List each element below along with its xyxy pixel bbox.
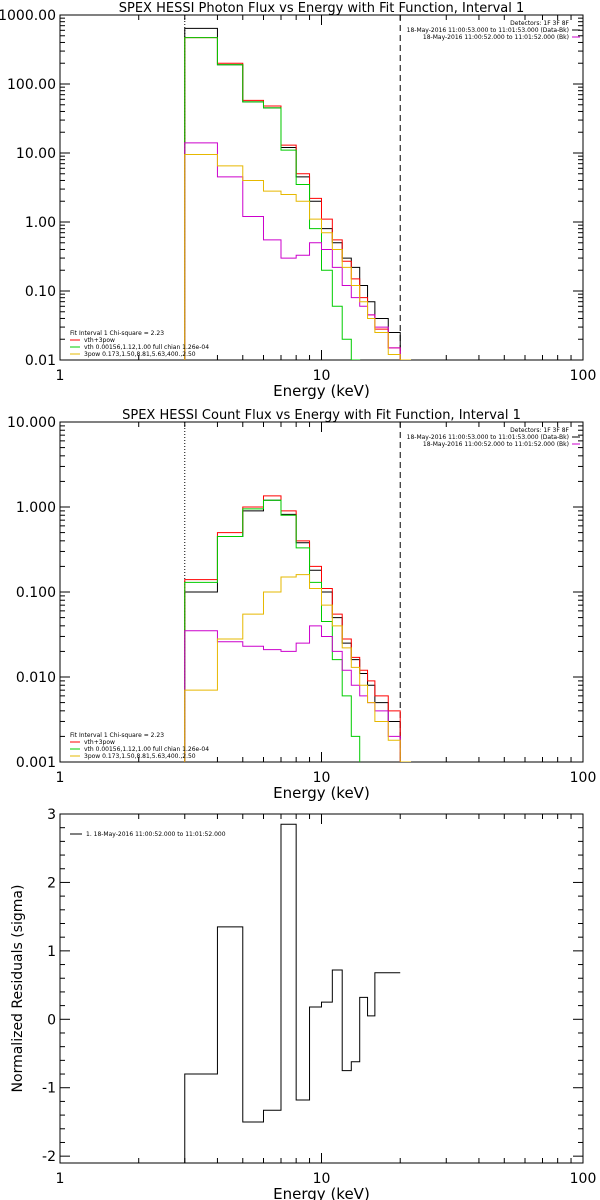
x-tick-label: 100 — [570, 368, 597, 384]
plot-frame — [59, 14, 584, 361]
count-flux-panel: SPEX HESSI Count Flux vs Energy with Fit… — [7, 408, 596, 802]
legend-top-right-text: 18-May-2016 11:00:52.000 to 11:01:52.000… — [423, 441, 569, 448]
photon-flux-panel: SPEX HESSI Photon Flux vs Energy with Fi… — [0, 1, 596, 400]
y-tick-label: 0.100 — [16, 585, 56, 601]
y-tick-label: 1000.00 — [0, 8, 56, 24]
x-tick-label: 100 — [570, 1171, 597, 1187]
x-tick-label: 100 — [570, 770, 597, 786]
y-tick-label: 3 — [47, 807, 56, 823]
x-tick-label: 1 — [56, 368, 65, 384]
y-tick-label: 1 — [47, 944, 56, 960]
y-tick-label: 0.10 — [25, 284, 56, 300]
series-group — [184, 495, 412, 762]
legend-bottom-left-text: vth 0.00156,1.12,1.00 full chian 1.26e-0… — [84, 344, 209, 351]
y-axis-label: Normalized Residuals (sigma) — [10, 885, 26, 1093]
x-tick-label: 1 — [56, 770, 65, 786]
chart-title: SPEX HESSI Photon Flux vs Energy with Fi… — [119, 1, 525, 16]
x-axis-label: Energy (keV) — [273, 1185, 370, 1200]
series-line-4 — [184, 154, 412, 360]
y-tick-label: 10.00 — [16, 146, 56, 162]
legend-top-right-text: 18-May-2016 11:00:53.000 to 11:01:53.000… — [407, 434, 569, 441]
legend-top-right-text: Detectors: 1F 3F 8F — [510, 427, 569, 434]
chart-title: SPEX HESSI Count Flux vs Energy with Fit… — [122, 408, 521, 423]
y-tick-label: -2 — [42, 1149, 56, 1165]
x-tick-label: 10 — [313, 1171, 331, 1187]
y-tick-label: 1.00 — [25, 215, 56, 231]
plot-frame — [59, 813, 584, 1164]
y-tick-label: 100.00 — [7, 77, 56, 93]
y-tick-label: 10.000 — [7, 415, 56, 431]
series-line-2 — [184, 37, 361, 360]
y-tick-label: 0.001 — [16, 755, 56, 771]
residuals-panel: 1 10 100 -2 -1 0 1 2 3 Energy (keV) Normalized Res… — [10, 807, 596, 1200]
x-axis-label: Energy (keV) — [273, 382, 370, 400]
legend-bottom-left-text: Fit Interval 1 Chi-square = 2.23 — [70, 732, 164, 739]
y-tick-label: 0.01 — [25, 353, 56, 369]
legend-top-right-text: Detectors: 1F 3F 8F — [510, 20, 569, 27]
legend-top-right-text: 18-May-2016 11:00:52.000 to 11:01:52.000… — [423, 34, 569, 41]
legend-top-left-text: 1. 18-May-2016 11:00:52.000 to 11:01:52.… — [86, 831, 226, 838]
legend-bottom-left-text: vth 0.00156,1.12,1.00 full chian 1.26e-0… — [84, 746, 209, 753]
legend-bottom-left-text: Fit Interval 1 Chi-square = 2.23 — [70, 330, 164, 337]
x-tick-label: 10 — [313, 770, 331, 786]
legend-bottom-left-text: vth+3pow — [84, 739, 115, 746]
series-line-1 — [184, 495, 401, 762]
legend-top-right-text: 18-May-2016 11:00:53.000 to 11:01:53.000… — [407, 27, 569, 34]
series-group — [184, 27, 412, 360]
series-line-0 — [184, 499, 401, 762]
x-axis-label: Energy (keV) — [273, 784, 370, 802]
legend-bottom-left-text: vth+3pow — [84, 337, 115, 344]
series-line-2 — [184, 499, 361, 762]
legend-bottom-left-text: 3pow 0.173,1.50,8.81,5.63,400.,2.50 — [84, 351, 196, 358]
y-tick-label: 0 — [47, 1012, 56, 1028]
series-line-3 — [184, 142, 401, 360]
series-line-0 — [184, 823, 401, 1163]
x-tick-label: 1 — [56, 1171, 65, 1187]
series-group — [184, 823, 401, 1163]
x-tick-label: 10 — [313, 368, 331, 384]
y-tick-label: -1 — [42, 1081, 56, 1097]
y-tick-label: 1.000 — [16, 500, 56, 516]
y-tick-label: 0.010 — [16, 670, 56, 686]
legend-bottom-left-text: 3pow 0.173,1.50,8.81,5.63,400.,2.50 — [84, 753, 196, 760]
y-tick-label: 2 — [47, 875, 56, 891]
series-line-4 — [184, 574, 412, 762]
